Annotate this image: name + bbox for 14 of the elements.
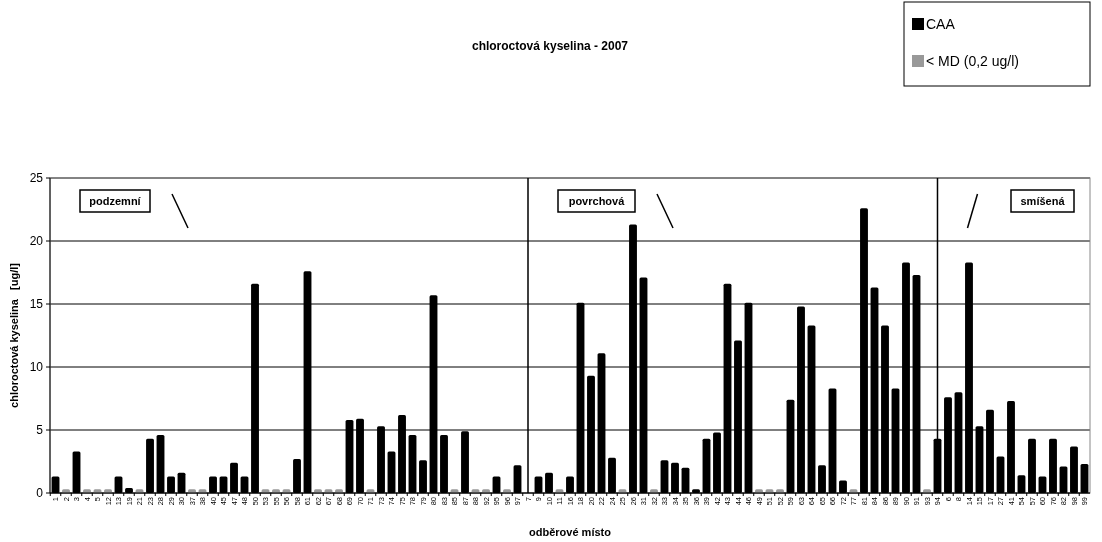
annotation: podzemní — [89, 195, 142, 207]
annotation: smíšená — [1020, 195, 1066, 207]
y-tick-label: 20 — [29, 234, 44, 249]
chart-title: chloroctová kyselina - 2007 — [471, 39, 629, 53]
legend-label: < MD (0,2 ug/l) — [926, 53, 1019, 69]
y-tick-label: 25 — [29, 171, 44, 186]
legend-label: CAA — [926, 16, 956, 32]
y-axis-title: chloroctová kyselina [ug/l] — [8, 262, 20, 408]
y-tick-label: 5 — [36, 423, 44, 438]
annotation: povrchová — [568, 195, 626, 207]
x-axis-title: odběrové místo — [529, 526, 612, 538]
y-tick-label: 10 — [29, 360, 44, 375]
y-tick-label: 15 — [29, 297, 44, 312]
y-tick-label: 0 — [36, 486, 44, 501]
